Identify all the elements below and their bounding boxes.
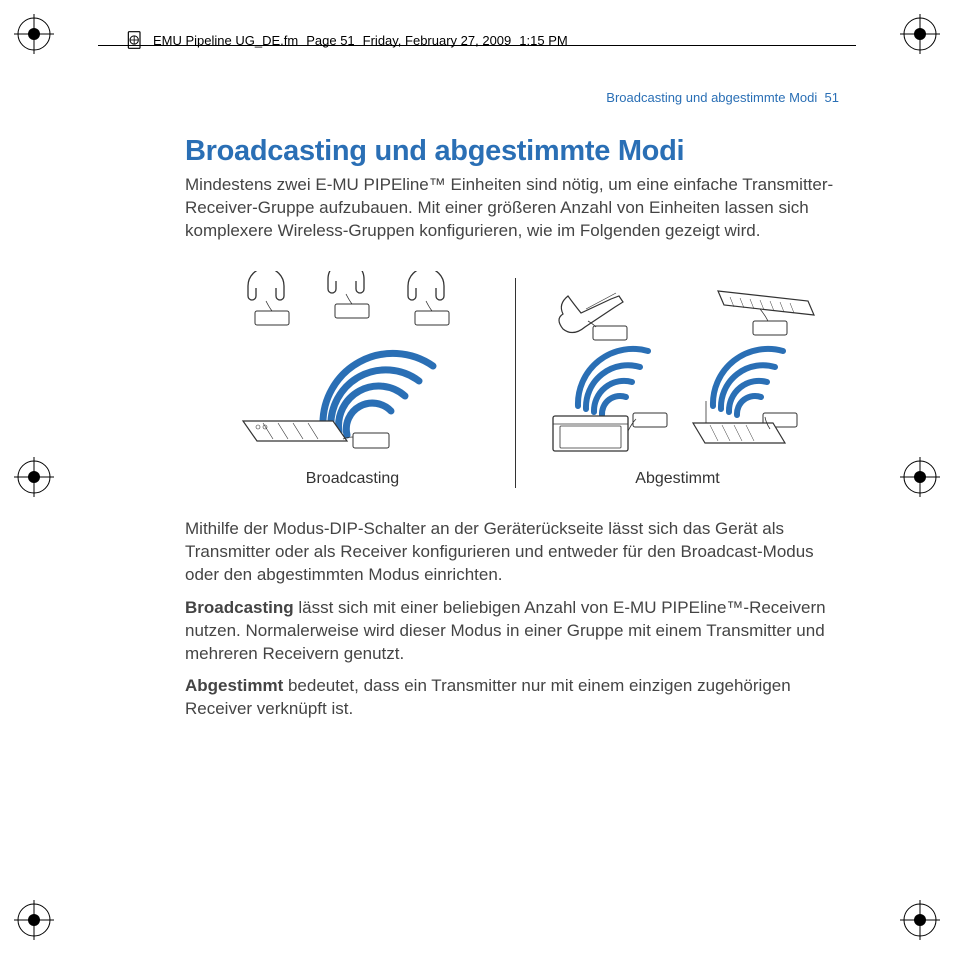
paragraph-broadcasting: Broadcasting lässt sich mit einer belieb… [185,597,845,666]
intro-paragraph: Mindestens zwei E-MU PIPEline™ Einheiten… [185,174,845,243]
caption-abgestimmt: Abgestimmt [635,470,719,488]
figure-broadcasting: Broadcasting [203,271,503,488]
crop-mark-ml [14,457,54,497]
crop-mark-tl [14,14,54,54]
runhead-text: Broadcasting und abgestimmte Modi [606,90,817,105]
crop-mark-bl [14,900,54,940]
figure-row: Broadcasting [185,271,845,488]
header-time: 1:15 PM [519,33,567,48]
broadcasting-label: Broadcasting [185,598,294,617]
paragraph-dip: Mithilfe der Modus-DIP-Schalter an der G… [185,518,845,587]
abgestimmt-label: Abgestimmt [185,676,283,695]
crop-mark-tr [900,14,940,54]
page-title: Broadcasting und abgestimmte Modi [185,135,845,168]
caption-broadcasting: Broadcasting [306,470,399,488]
page-icon [125,30,145,50]
framemaker-header: EMU Pipeline UG_DE.fm Page 51 Friday, Fe… [125,30,568,50]
figure-divider [515,278,516,488]
crop-mark-br [900,900,940,940]
header-day: Friday, February 27, 2009 [363,33,512,48]
page-content: Broadcasting und abgestimmte Modi Mindes… [185,135,845,731]
header-pageinfo: Page 51 [306,33,354,48]
crop-mark-mr [900,457,940,497]
figure-abgestimmt: Abgestimmt [528,271,828,488]
runhead-pagenum: 51 [825,90,839,105]
paragraph-abgestimmt: Abgestimmt bedeutet, dass ein Transmitte… [185,675,845,721]
header-filename: EMU Pipeline UG_DE.fm [153,33,298,48]
running-head: Broadcasting und abgestimmte Modi 51 [606,90,839,105]
